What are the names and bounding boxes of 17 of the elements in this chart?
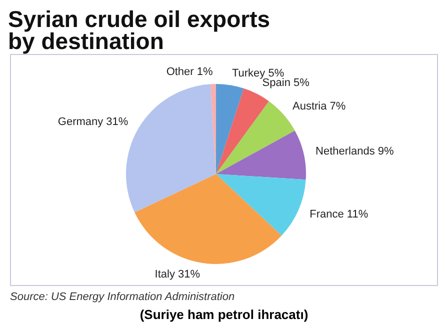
chart-title: Syrian crude oil exports by destination	[8, 6, 272, 54]
source-note: Source: US Energy Information Administration	[10, 291, 235, 303]
pie-slice	[216, 88, 269, 174]
slice-label: Other 1%	[166, 66, 214, 78]
slice-label: Germany 31%	[58, 116, 128, 128]
slice-label: Netherlands 9%	[316, 146, 394, 158]
slice-label: Turkey 5%	[232, 67, 284, 80]
slice-label: Italy 31%	[154, 268, 200, 281]
slice-label: France 11%	[310, 208, 368, 221]
pie-slice	[126, 84, 216, 212]
pie-slice	[134, 174, 282, 264]
slice-label: Austria 7%	[292, 100, 346, 113]
slice-label: Spain 5%	[262, 77, 310, 90]
pie-slice	[216, 174, 306, 236]
pie-slice	[216, 130, 306, 180]
text: (Suriye ham petrol ihracatı)	[138, 307, 310, 322]
pie-slice	[216, 84, 244, 174]
